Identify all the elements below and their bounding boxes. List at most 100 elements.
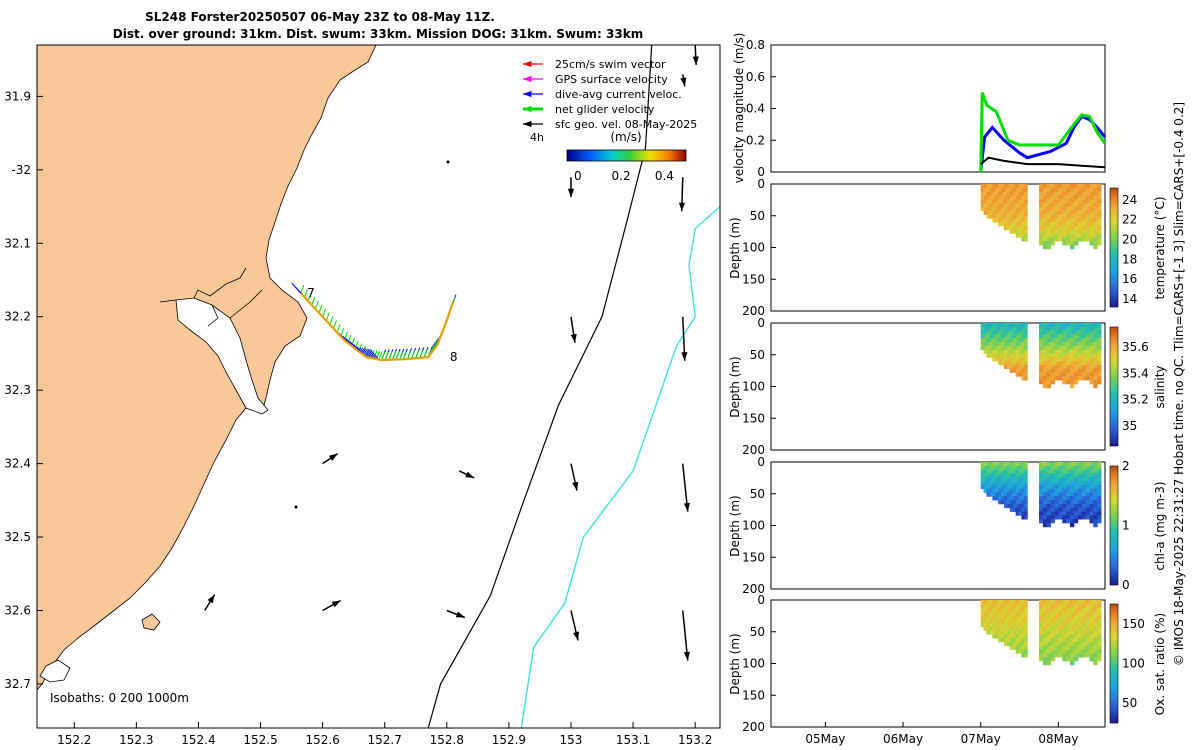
section-cell bbox=[1097, 342, 1102, 347]
section-cell bbox=[1039, 649, 1044, 654]
section-cell bbox=[1093, 511, 1098, 516]
section-cell bbox=[1081, 187, 1086, 192]
section-cell bbox=[1009, 326, 1014, 331]
section-cell bbox=[1054, 630, 1059, 635]
section-cell bbox=[1058, 611, 1063, 616]
section-cell bbox=[1073, 515, 1079, 520]
section-cell bbox=[1077, 462, 1083, 467]
section-cell bbox=[1085, 611, 1090, 616]
section-cell bbox=[1062, 222, 1067, 227]
section-cell bbox=[1004, 195, 1008, 200]
section-cell bbox=[989, 330, 993, 335]
section-cell bbox=[1062, 206, 1067, 212]
section-cell bbox=[1093, 184, 1098, 189]
section-cell bbox=[1097, 326, 1102, 331]
section-cell bbox=[1081, 195, 1086, 200]
section-cell bbox=[992, 469, 996, 474]
section-cell bbox=[1097, 206, 1102, 212]
section-cell bbox=[1006, 203, 1011, 208]
section-cell bbox=[1050, 357, 1055, 362]
section-cell bbox=[1012, 191, 1017, 196]
section-cell bbox=[1046, 462, 1051, 467]
section-cell bbox=[1046, 237, 1051, 242]
section-cell bbox=[1066, 611, 1071, 616]
section-cell bbox=[1001, 199, 1005, 204]
section-cell bbox=[1021, 361, 1025, 366]
section-cell bbox=[1001, 338, 1005, 343]
section-cell bbox=[1073, 187, 1079, 192]
section-cell bbox=[1015, 368, 1019, 373]
section-cell bbox=[1070, 484, 1075, 490]
section-cell bbox=[1077, 634, 1083, 639]
section-cell bbox=[1077, 345, 1083, 351]
section-cell bbox=[980, 619, 984, 624]
section-cell bbox=[1081, 206, 1086, 212]
section-cell bbox=[1077, 611, 1083, 616]
section-cell bbox=[989, 607, 993, 612]
section-cell bbox=[1081, 326, 1086, 331]
section-cell bbox=[1050, 630, 1055, 635]
section-cell bbox=[1081, 214, 1086, 219]
section-cell bbox=[1015, 645, 1019, 650]
section-cell bbox=[995, 462, 999, 467]
section-cell bbox=[1018, 353, 1022, 358]
section-cell bbox=[1009, 469, 1014, 474]
section-cell bbox=[1077, 334, 1083, 339]
section-cell bbox=[1006, 195, 1011, 200]
section-cell bbox=[1046, 641, 1051, 647]
section-cell bbox=[1046, 218, 1051, 223]
section-cell bbox=[998, 465, 1002, 470]
section-cell bbox=[1039, 619, 1044, 624]
section-cell bbox=[992, 615, 996, 620]
geo-velocity-arrow-head bbox=[683, 502, 690, 512]
section-cell bbox=[1081, 465, 1086, 470]
section-cell bbox=[998, 634, 1002, 639]
section-cell bbox=[1039, 195, 1044, 200]
section-cell bbox=[1058, 357, 1063, 362]
section-cell bbox=[1046, 206, 1051, 212]
section-cell bbox=[1097, 649, 1102, 654]
section-cell bbox=[1046, 496, 1051, 501]
section-cell bbox=[1039, 653, 1044, 658]
section-cell bbox=[1081, 364, 1086, 370]
section-cell bbox=[998, 500, 1002, 505]
section-cell bbox=[1009, 603, 1014, 608]
section-cell bbox=[1093, 523, 1098, 528]
section-cell bbox=[1046, 523, 1051, 528]
section-cell bbox=[995, 477, 999, 482]
net-velocity-vector bbox=[307, 292, 312, 302]
section-cell bbox=[998, 488, 1002, 493]
section-cell bbox=[995, 615, 999, 620]
section-cell bbox=[1085, 225, 1090, 231]
section-cell bbox=[1093, 630, 1098, 635]
section-cell bbox=[992, 210, 996, 215]
section-cell bbox=[1097, 210, 1102, 215]
section-cell bbox=[1021, 225, 1025, 231]
section-cell bbox=[1062, 203, 1067, 208]
section-cell bbox=[1006, 619, 1011, 624]
velocity-frame bbox=[770, 44, 1106, 173]
section-cell bbox=[1093, 372, 1098, 377]
section-cell bbox=[1009, 199, 1014, 204]
net-velocity-vector bbox=[411, 350, 416, 359]
section-cell bbox=[1097, 611, 1102, 616]
section-cell bbox=[1042, 661, 1048, 666]
section-cell bbox=[1054, 503, 1059, 509]
colorbar-side-label: 4h bbox=[530, 131, 544, 144]
section-cell bbox=[1081, 361, 1086, 366]
section-cell bbox=[1039, 500, 1044, 505]
section-cell bbox=[1050, 645, 1055, 650]
section-ylabel: Depth (m) bbox=[728, 495, 742, 556]
section-cell bbox=[1058, 492, 1063, 497]
section-cell bbox=[1085, 330, 1090, 335]
section-cell bbox=[1058, 511, 1063, 516]
section-cell bbox=[1066, 626, 1071, 631]
section-cell bbox=[1024, 630, 1028, 635]
section-cell bbox=[1073, 503, 1079, 509]
section-cell bbox=[1062, 376, 1067, 381]
section-cell bbox=[1097, 199, 1102, 204]
section-cell bbox=[1089, 203, 1094, 208]
section-cell bbox=[1085, 511, 1090, 516]
section-cell bbox=[989, 622, 993, 628]
section-cell bbox=[1077, 484, 1083, 490]
